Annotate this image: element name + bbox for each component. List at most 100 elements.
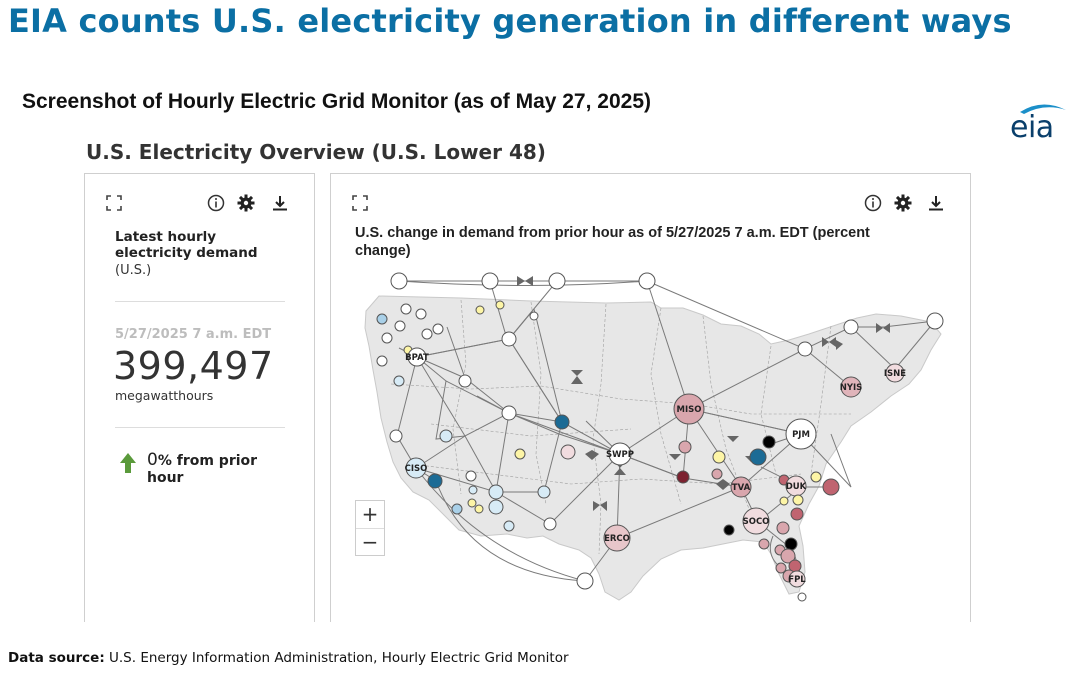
divider <box>115 427 285 428</box>
node <box>840 376 862 398</box>
divider <box>115 301 285 302</box>
eia-logo-text: eia <box>1010 110 1054 145</box>
node-label: SOCO <box>743 517 770 527</box>
node <box>712 450 726 464</box>
zoom-in-button[interactable]: + <box>356 501 384 529</box>
node-label: MISO <box>677 405 702 415</box>
us-demand-change-map[interactable]: BPAT CISO SWPP ERCO MISO PJM NYIS ISNE T… <box>331 174 970 622</box>
node <box>400 303 412 315</box>
node <box>481 272 499 290</box>
us-lower48-land <box>364 295 942 601</box>
change-value: 0 <box>147 450 158 470</box>
node-label: NYIS <box>840 383 863 393</box>
node-label: CISO <box>405 464 428 474</box>
demand-change-map-panel: BPAT CISO SWPP ERCO MISO PJM NYIS ISNE T… <box>330 173 971 622</box>
expand-icon[interactable] <box>105 194 123 212</box>
node <box>554 414 570 430</box>
node <box>390 272 408 290</box>
change-label: % from prior hour <box>147 453 258 486</box>
node <box>776 521 790 535</box>
node-label: BPAT <box>405 353 429 363</box>
demand-unit: megawatthours <box>115 388 214 403</box>
demand-value: 399,497 <box>113 344 274 388</box>
download-icon[interactable] <box>271 194 289 212</box>
eia-logo: eia <box>1006 100 1072 146</box>
node <box>501 405 517 421</box>
node <box>427 473 443 489</box>
node <box>495 300 505 310</box>
node <box>676 470 690 484</box>
node <box>788 570 806 588</box>
node <box>784 537 798 551</box>
slide-title: EIA counts U.S. electricity generation i… <box>8 2 1012 40</box>
node <box>603 524 631 552</box>
node <box>467 498 477 508</box>
change-from-prior-hour: 0% from prior hour <box>147 452 297 487</box>
download-icon[interactable] <box>927 194 945 212</box>
expand-icon[interactable] <box>351 194 369 212</box>
demand-summary-panel: Latest hourly electricity demand (U.S.) … <box>84 173 315 622</box>
node <box>780 548 796 564</box>
demand-heading: Latest hourly electricity demand <box>115 229 258 261</box>
node-label: PJM <box>792 430 810 440</box>
node <box>678 440 692 454</box>
node <box>439 429 453 443</box>
node <box>468 485 478 495</box>
source-text: U.S. Energy Information Administration, … <box>104 650 569 666</box>
source-label: Data source: <box>8 650 105 666</box>
node <box>488 484 504 500</box>
node <box>475 305 485 315</box>
node <box>779 496 789 506</box>
demand-scope: (U.S.) <box>115 263 152 278</box>
interconnection-lines <box>396 280 936 582</box>
node <box>394 320 406 332</box>
node <box>775 562 787 574</box>
node <box>758 538 770 550</box>
node <box>381 332 393 344</box>
node <box>458 374 472 388</box>
node <box>711 468 723 480</box>
demand-timestamp: 5/27/2025 7 a.m. EDT <box>115 327 272 342</box>
node <box>792 494 804 506</box>
node <box>474 504 484 514</box>
node <box>548 272 566 290</box>
screenshot-subtitle: Screenshot of Hourly Electric Grid Monit… <box>22 90 651 113</box>
gear-icon[interactable] <box>894 194 912 212</box>
node-label: DUK <box>786 482 807 492</box>
arrow-up-icon <box>119 452 137 474</box>
node <box>393 375 405 387</box>
node <box>673 393 705 425</box>
node <box>749 448 767 466</box>
node <box>730 476 752 498</box>
node <box>376 355 388 367</box>
node <box>576 572 594 590</box>
node <box>501 331 517 347</box>
node <box>742 507 770 535</box>
node <box>638 272 656 290</box>
node <box>785 418 817 450</box>
node-label: ISNE <box>884 369 906 379</box>
node <box>389 429 403 443</box>
node <box>560 444 576 460</box>
node <box>415 308 427 320</box>
node <box>405 457 427 479</box>
overview-title: U.S. Electricity Overview (U.S. Lower 48… <box>86 140 546 164</box>
gear-icon[interactable] <box>237 194 255 212</box>
node-label: FPL <box>788 575 806 585</box>
node-labels: BPAT CISO SWPP ERCO MISO PJM NYIS ISNE T… <box>405 353 907 585</box>
info-icon[interactable] <box>864 194 882 212</box>
data-source: Data source: U.S. Energy Information Adm… <box>8 650 569 666</box>
eia-logo-swoosh <box>1020 104 1066 114</box>
node <box>797 592 807 602</box>
node <box>407 347 427 367</box>
balancing-authority-nodes <box>376 272 944 602</box>
node <box>376 313 388 325</box>
node <box>432 323 444 335</box>
info-icon[interactable] <box>207 194 225 212</box>
node <box>451 503 463 515</box>
zoom-out-button[interactable]: − <box>361 530 379 554</box>
node <box>421 328 433 340</box>
node <box>723 524 735 536</box>
node <box>926 312 944 330</box>
map-title: U.S. change in demand from prior hour as… <box>355 225 870 259</box>
